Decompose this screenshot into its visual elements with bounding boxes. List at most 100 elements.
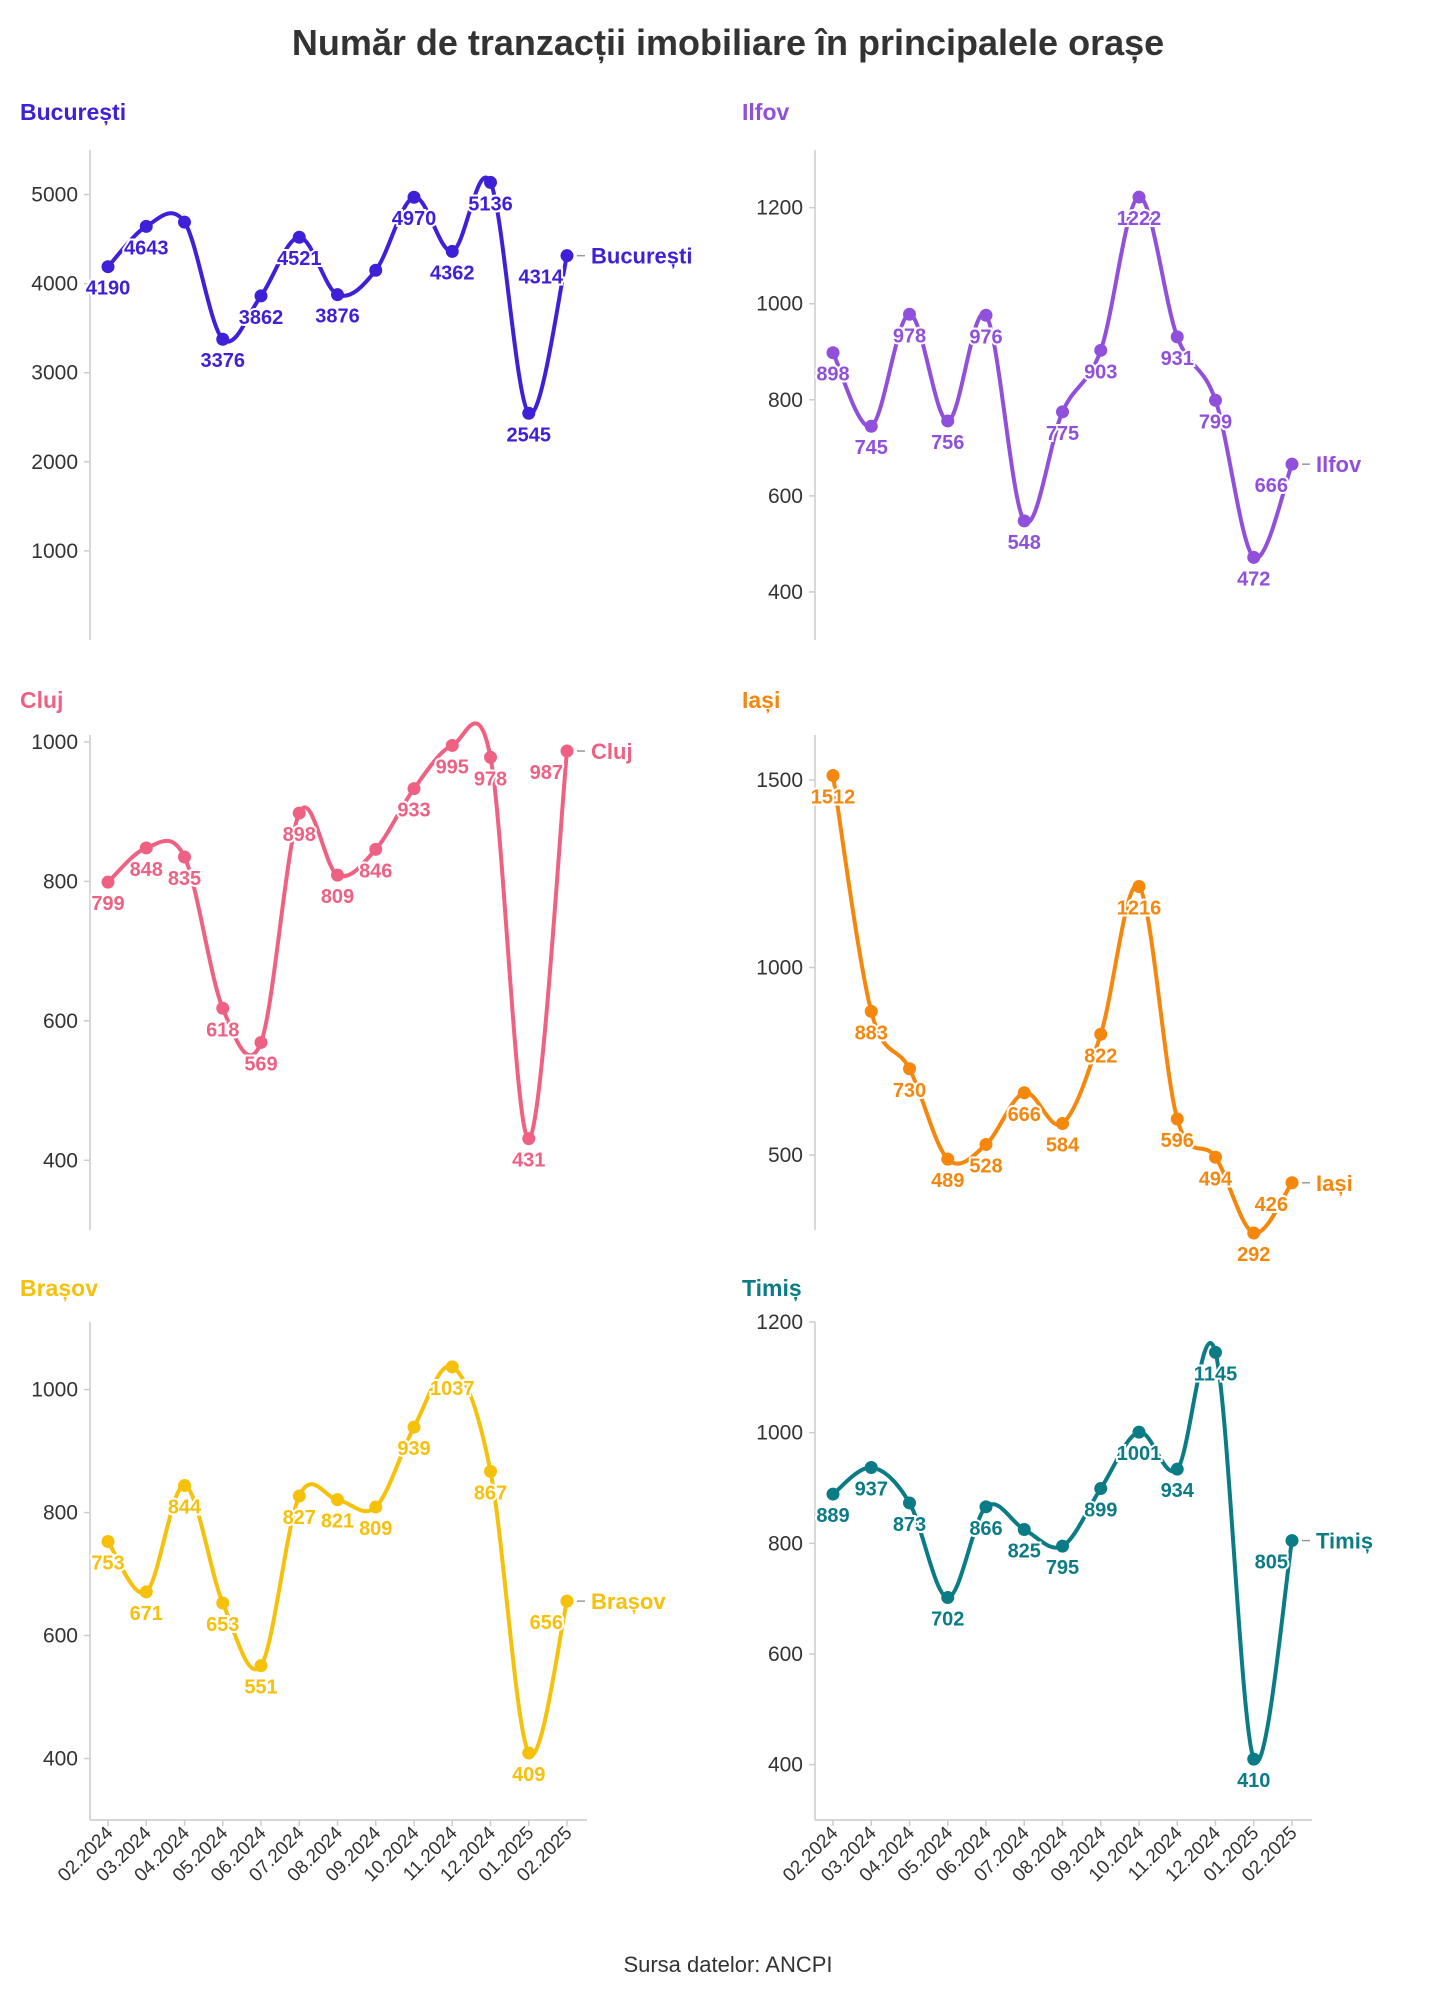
data-label: 3376 bbox=[201, 350, 246, 372]
data-point bbox=[1209, 1150, 1222, 1164]
data-point bbox=[1132, 1425, 1146, 1439]
data-point bbox=[826, 346, 840, 360]
y-tick-label: 1200 bbox=[756, 1311, 803, 1334]
data-point bbox=[903, 307, 916, 321]
data-label: 702 bbox=[931, 1609, 964, 1631]
y-tick-label: 4000 bbox=[31, 273, 78, 296]
y-tick-label: 1000 bbox=[31, 731, 78, 754]
data-point bbox=[979, 1500, 993, 1514]
data-point bbox=[1132, 880, 1146, 893]
data-point bbox=[216, 332, 230, 346]
data-point bbox=[560, 249, 574, 263]
y-tick-label: 600 bbox=[43, 1625, 78, 1648]
data-label: 528 bbox=[969, 1156, 1002, 1178]
data-label: 866 bbox=[969, 1518, 1002, 1540]
data-point bbox=[178, 215, 191, 229]
data-label: 848 bbox=[130, 859, 163, 881]
data-label: 867 bbox=[474, 1482, 507, 1504]
data-point bbox=[331, 868, 344, 882]
data-point bbox=[369, 842, 383, 856]
data-point bbox=[1017, 1086, 1031, 1100]
series-end-label: Timiș bbox=[1316, 1529, 1373, 1554]
data-point bbox=[1170, 1462, 1184, 1476]
data-point bbox=[1094, 1482, 1108, 1496]
panel-timis: Timiș4006008001000120002.202403.202404.2… bbox=[742, 1275, 1373, 1886]
data-label: 753 bbox=[91, 1552, 124, 1574]
data-label: 889 bbox=[816, 1505, 849, 1527]
data-point bbox=[1285, 457, 1299, 471]
series-end-label: Ilfov bbox=[1316, 452, 1362, 477]
data-point bbox=[292, 230, 306, 244]
data-point bbox=[445, 1360, 459, 1374]
data-label: 873 bbox=[893, 1514, 926, 1536]
data-label: 656 bbox=[530, 1612, 563, 1634]
data-label: 809 bbox=[321, 886, 354, 908]
data-label: 898 bbox=[816, 364, 849, 386]
data-point bbox=[1017, 514, 1031, 528]
data-point bbox=[1247, 1226, 1261, 1240]
y-tick-label: 5000 bbox=[31, 184, 78, 207]
series-end-label: Cluj bbox=[591, 739, 633, 764]
data-point bbox=[1285, 1176, 1299, 1190]
series-line-iasi bbox=[831, 773, 1294, 1236]
data-label: 472 bbox=[1237, 568, 1270, 590]
data-point bbox=[1056, 405, 1069, 419]
data-point bbox=[941, 1591, 955, 1605]
data-label: 799 bbox=[91, 893, 124, 915]
data-label: 1222 bbox=[1117, 208, 1162, 230]
data-point bbox=[1094, 343, 1108, 357]
data-label: 3876 bbox=[315, 306, 360, 328]
panel-title-brasov: Brașov bbox=[20, 1275, 98, 1302]
panels: București 1000 2000 3000 4000 5000 4190 4643 337… bbox=[20, 99, 1373, 1886]
panel-title-timis: Timiș bbox=[742, 1275, 802, 1302]
data-point bbox=[407, 1420, 421, 1434]
data-point bbox=[101, 260, 115, 274]
y-tick-label: 400 bbox=[43, 1149, 78, 1172]
data-point bbox=[445, 244, 459, 258]
y-tick-label: 800 bbox=[768, 389, 803, 412]
data-label: 596 bbox=[1161, 1130, 1194, 1152]
data-label: 489 bbox=[931, 1170, 964, 1192]
series-line-timis bbox=[831, 1340, 1294, 1765]
data-label: 3862 bbox=[239, 307, 284, 329]
data-point bbox=[1170, 1112, 1184, 1126]
data-point bbox=[903, 1062, 916, 1076]
data-point bbox=[1017, 1523, 1031, 1536]
data-point bbox=[216, 1001, 230, 1015]
data-point bbox=[254, 1035, 268, 1049]
data-point bbox=[979, 308, 993, 322]
data-point bbox=[484, 1464, 497, 1478]
data-point bbox=[1247, 1752, 1261, 1766]
y-tick-label: 1000 bbox=[31, 1379, 78, 1402]
data-point bbox=[101, 1534, 115, 1548]
data-label: 821 bbox=[321, 1511, 354, 1533]
data-point bbox=[331, 1493, 344, 1507]
panel-title-iasi: Iași bbox=[742, 687, 780, 714]
data-point bbox=[139, 1585, 153, 1599]
data-label: 987 bbox=[530, 762, 563, 784]
panel-ilfov: Ilfov 400 600 800 1000 1200 898 745 978 756 976 548… bbox=[742, 99, 1362, 640]
panel-title-cluj: Cluj bbox=[20, 687, 63, 713]
data-label: 825 bbox=[1008, 1541, 1041, 1563]
data-label: 618 bbox=[206, 1019, 239, 1041]
data-point bbox=[560, 744, 574, 758]
y-tick-label: 800 bbox=[43, 1502, 78, 1525]
data-point bbox=[522, 406, 536, 420]
data-point bbox=[979, 1138, 993, 1151]
data-point bbox=[826, 769, 840, 782]
data-label: 1512 bbox=[811, 787, 856, 809]
data-point bbox=[484, 175, 497, 189]
y-tick-label: 1000 bbox=[756, 1422, 803, 1445]
data-label: 903 bbox=[1084, 361, 1117, 383]
data-point bbox=[560, 1594, 574, 1608]
data-point bbox=[522, 1132, 536, 1146]
y-tick-label: 1500 bbox=[756, 769, 803, 792]
data-point bbox=[407, 782, 421, 796]
y-tick-label: 3000 bbox=[31, 362, 78, 385]
data-point bbox=[139, 841, 153, 855]
data-label: 795 bbox=[1046, 1557, 1079, 1579]
data-label: 995 bbox=[436, 756, 469, 778]
data-label: 799 bbox=[1199, 411, 1232, 433]
data-point bbox=[139, 219, 153, 233]
